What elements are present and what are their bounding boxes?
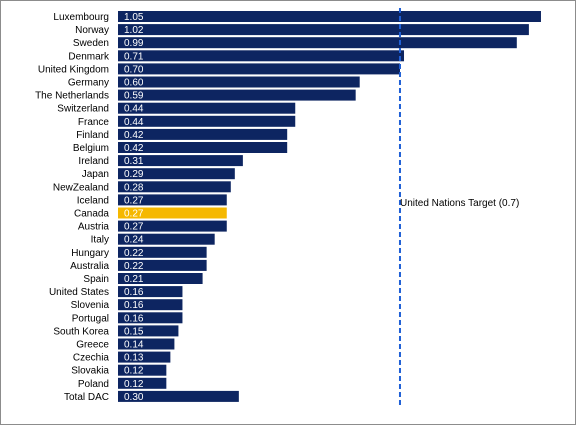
- value-label: 0.13: [124, 353, 144, 364]
- value-label: 0.24: [124, 235, 144, 246]
- value-label: 0.44: [124, 117, 144, 128]
- value-label: 0.27: [124, 195, 144, 206]
- bar: [118, 102, 296, 114]
- value-label: 0.16: [124, 287, 144, 298]
- category-label: Czechia: [73, 353, 110, 364]
- bar: [118, 50, 405, 62]
- bar: [118, 89, 356, 101]
- category-label: Canada: [74, 209, 109, 220]
- value-labels: 1.05 1.02 0.99 0.71 0.70 0.60 0.59 0.44 0.44 0.42…: [124, 12, 144, 403]
- category-label: The Netherlands: [35, 91, 109, 102]
- value-label: 0.71: [124, 51, 144, 62]
- bar: [118, 312, 183, 324]
- category-label: Iceland: [77, 195, 109, 206]
- value-label: 0.27: [124, 209, 144, 220]
- value-label: 0.42: [124, 130, 144, 141]
- category-label: Greece: [76, 340, 109, 351]
- value-label: 0.12: [124, 379, 144, 390]
- category-label: France: [78, 117, 110, 128]
- un-target-label: United Nations Target (0.7): [400, 198, 519, 209]
- bar: [118, 259, 207, 271]
- category-label: United Kingdom: [38, 64, 109, 75]
- bar: [118, 390, 239, 402]
- value-label: 0.59: [124, 91, 144, 102]
- category-label: Italy: [91, 235, 109, 246]
- value-label: 0.28: [124, 182, 144, 193]
- bar: [118, 351, 171, 363]
- category-label: Sweden: [73, 38, 109, 49]
- bar: [118, 115, 296, 127]
- value-label: 0.12: [124, 366, 144, 377]
- category-label: Switzerland: [57, 104, 109, 115]
- value-label: 0.15: [124, 326, 144, 337]
- value-label: 0.42: [124, 143, 144, 154]
- bar: [118, 338, 175, 350]
- bar: [118, 128, 288, 140]
- bar: [118, 11, 541, 22]
- bar: [118, 76, 360, 88]
- category-label: South Korea: [53, 326, 109, 337]
- bar: [118, 24, 529, 36]
- category-label: United States: [49, 287, 109, 298]
- bar: [118, 37, 517, 49]
- bar: [118, 286, 183, 298]
- bar: [118, 220, 227, 232]
- bar: [118, 63, 400, 75]
- category-labels: Luxembourg Norway Sweden Denmark United King…: [35, 12, 110, 403]
- category-label: Slovenia: [71, 300, 110, 311]
- category-label: Slovakia: [71, 366, 109, 377]
- category-label: Japan: [82, 169, 109, 180]
- category-label: Australia: [70, 261, 109, 272]
- value-label: 0.21: [124, 274, 144, 285]
- category-label: Austria: [78, 222, 110, 233]
- category-label: Finland: [76, 130, 109, 141]
- category-label: Luxembourg: [53, 12, 109, 23]
- bar: [118, 181, 231, 193]
- bar: [118, 194, 227, 206]
- category-label: Germany: [68, 78, 109, 89]
- value-label: 0.44: [124, 104, 144, 115]
- value-label: 0.31: [124, 156, 144, 167]
- category-label: Poland: [78, 379, 109, 390]
- bar: [118, 233, 215, 245]
- bar: [118, 246, 207, 258]
- bar: [118, 325, 179, 337]
- category-label: Portugal: [72, 313, 109, 324]
- value-label: 0.16: [124, 300, 144, 311]
- category-label: Spain: [83, 274, 109, 285]
- value-label: 0.29: [124, 169, 144, 180]
- category-label: Ireland: [78, 156, 109, 167]
- bar: [118, 377, 167, 389]
- category-label: Denmark: [68, 51, 110, 62]
- value-label: 0.70: [124, 64, 144, 75]
- category-label: Hungary: [71, 248, 109, 259]
- bar: [118, 168, 235, 180]
- category-label: Belgium: [73, 143, 109, 154]
- value-label: 1.02: [124, 25, 144, 36]
- value-label: 0.60: [124, 78, 144, 89]
- value-label: 0.22: [124, 261, 144, 272]
- bar: [118, 273, 203, 284]
- value-label: 0.99: [124, 38, 144, 49]
- bars: [118, 11, 541, 402]
- bar: [118, 299, 183, 311]
- value-label: 0.30: [124, 392, 144, 403]
- category-label: Norway: [75, 25, 109, 36]
- bar-highlight: [118, 207, 227, 219]
- value-label: 0.27: [124, 222, 144, 233]
- value-label: 0.16: [124, 313, 144, 324]
- category-label: NewZealand: [53, 182, 109, 193]
- bar: [118, 142, 288, 153]
- bar: [118, 364, 167, 376]
- category-label: Total DAC: [64, 392, 109, 403]
- value-label: 0.22: [124, 248, 144, 259]
- bar: [118, 155, 243, 167]
- value-label: 1.05: [124, 12, 144, 23]
- value-label: 0.14: [124, 340, 144, 351]
